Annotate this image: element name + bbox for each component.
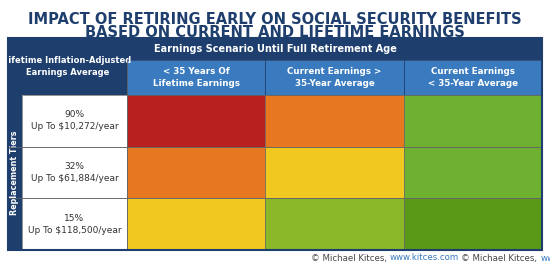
Bar	[22, 198, 127, 250]
Text: Lifetime Inflation-Adjusted
Earnings Average: Lifetime Inflation-Adjusted Earnings Ave…	[3, 56, 131, 77]
Bar	[127, 198, 265, 250]
Bar	[265, 60, 404, 95]
Bar	[22, 95, 127, 147]
Bar	[265, 95, 404, 147]
Bar	[404, 147, 542, 198]
Text: 90%
Up To $10,272/year: 90% Up To $10,272/year	[31, 110, 118, 131]
Text: 15%
Up To $118,500/year: 15% Up To $118,500/year	[28, 214, 122, 235]
Text: Replacement Tiers: Replacement Tiers	[10, 130, 19, 215]
Text: IMPACT OF RETIRING EARLY ON SOCIAL SECURITY BENEFITS: IMPACT OF RETIRING EARLY ON SOCIAL SECUR…	[28, 12, 522, 27]
Bar	[8, 38, 542, 60]
Text: © Michael Kitces,: © Michael Kitces,	[311, 254, 390, 262]
Bar	[8, 38, 127, 95]
Text: < 35 Years Of
Lifetime Earnings: < 35 Years Of Lifetime Earnings	[153, 67, 240, 88]
Text: Earnings Scenario Until Full Retirement Age: Earnings Scenario Until Full Retirement …	[153, 44, 397, 54]
Text: Current Earnings >
35-Year Average: Current Earnings > 35-Year Average	[288, 67, 382, 88]
Bar	[404, 198, 542, 250]
Text: Current Earnings
< 35-Year Average: Current Earnings < 35-Year Average	[428, 67, 518, 88]
Bar	[265, 147, 404, 198]
Bar	[404, 60, 542, 95]
Bar	[127, 95, 265, 147]
Bar	[127, 147, 265, 198]
Text: www.kitces.com: www.kitces.com	[541, 254, 550, 263]
Text: www.kitces.com: www.kitces.com	[390, 254, 459, 262]
Text: 32%
Up To $61,884/year: 32% Up To $61,884/year	[31, 162, 118, 183]
Bar	[22, 147, 127, 198]
Bar	[404, 95, 542, 147]
Text: BASED ON CURRENT AND LIFETIME EARNINGS: BASED ON CURRENT AND LIFETIME EARNINGS	[85, 25, 465, 40]
Bar	[127, 60, 265, 95]
Bar	[265, 198, 404, 250]
Text: © Michael Kitces,: © Michael Kitces,	[461, 254, 540, 263]
Bar	[8, 95, 22, 250]
Bar	[8, 38, 542, 250]
